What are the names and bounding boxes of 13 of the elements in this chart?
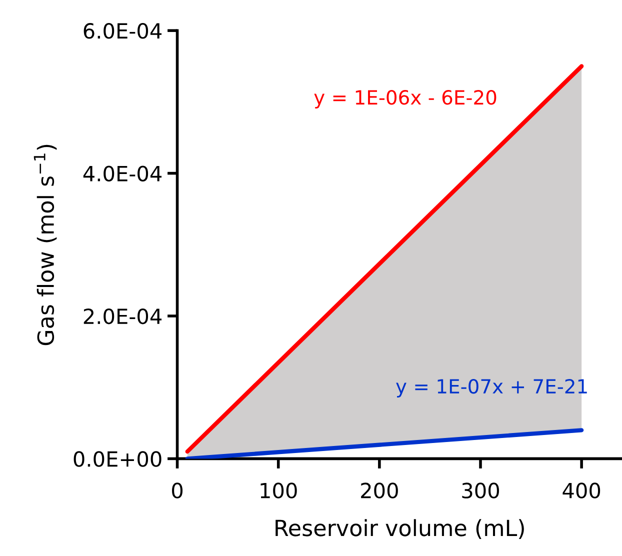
x-tick-label: 200 — [361, 482, 398, 498]
y-axis-title: Gas flow (mol s$^{−1}$) — [34, 144, 57, 346]
x-tick-label: 300 — [462, 482, 499, 498]
x-tick-label: 0 — [172, 482, 183, 498]
y-tick-label: 6.0E-04 — [84, 23, 162, 39]
annotation: y = 1E-06x - 6E-20 — [314, 90, 496, 108]
x-tick-label: 100 — [260, 482, 297, 498]
y-tick-label: 2.0E-04 — [84, 308, 162, 324]
x-axis-title: Reservoir volume (mL) — [276, 519, 524, 539]
annotation: y = 1E-07x + 7E-21 — [396, 378, 587, 398]
y-tick-label: 0.0E+00 — [74, 451, 162, 467]
y-tick-label: 4.0E-04 — [83, 166, 162, 182]
x-tick-label: 400 — [562, 482, 600, 498]
